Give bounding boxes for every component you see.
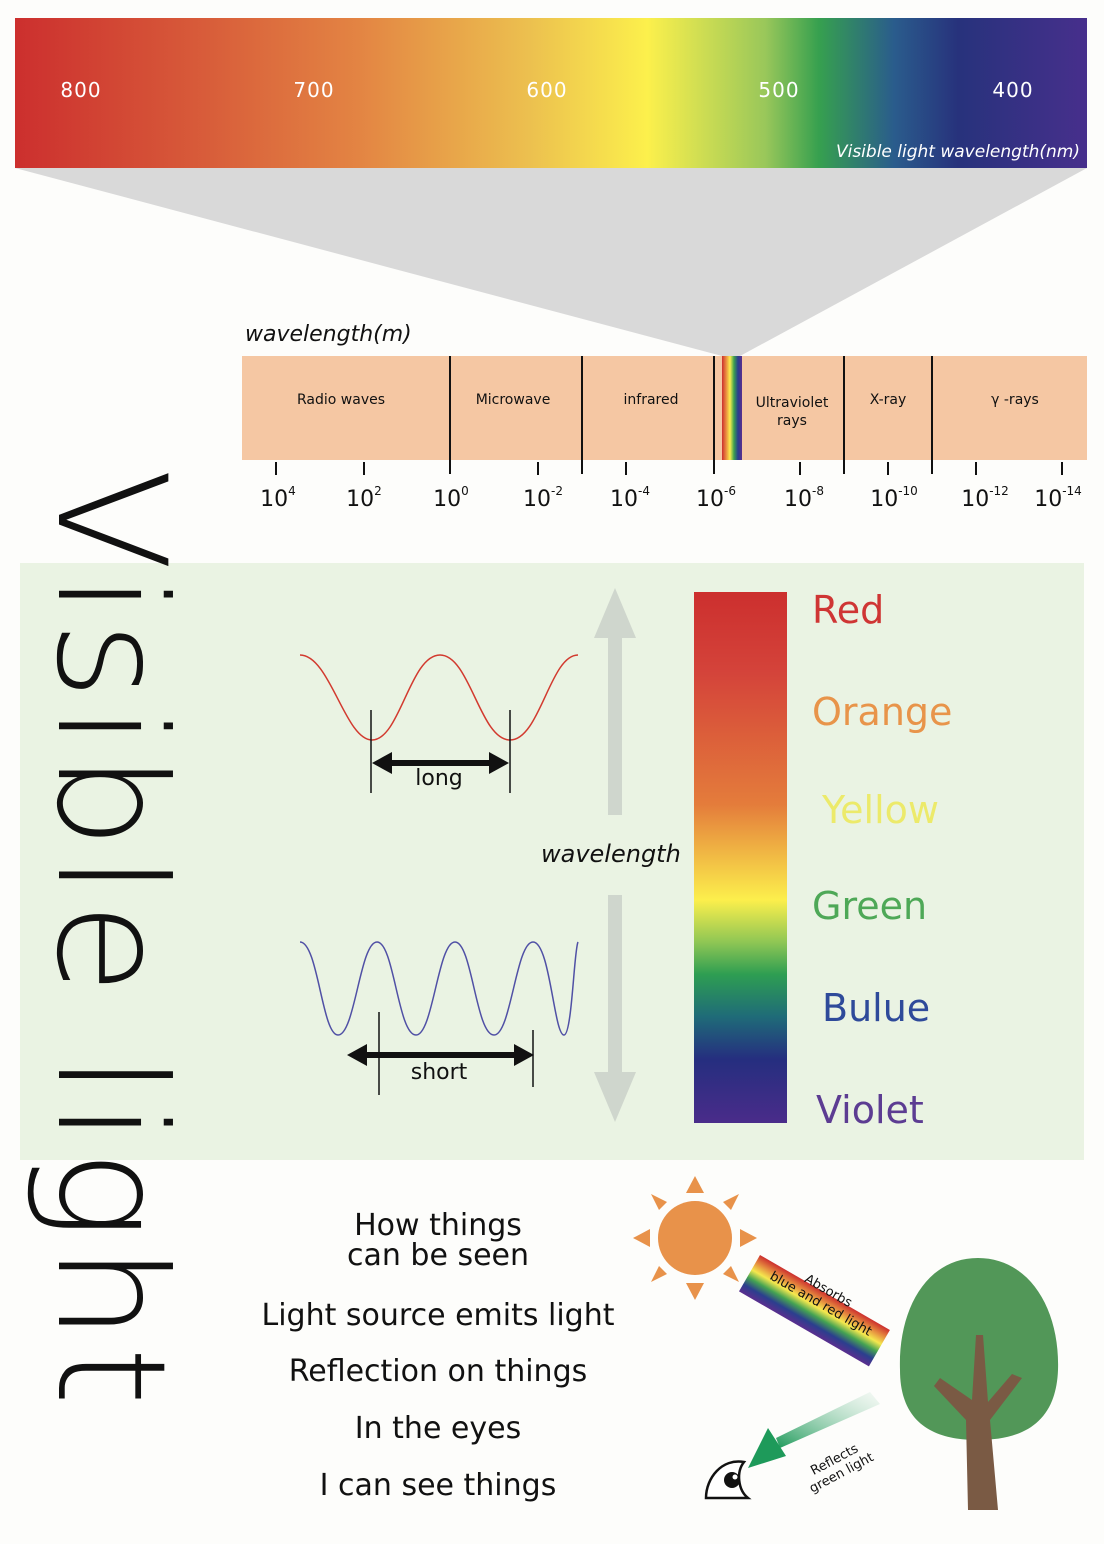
step-4: I can see things: [319, 1468, 557, 1503]
sun-icon: [633, 1176, 757, 1300]
how-heading-1: How things: [354, 1208, 522, 1243]
short-wave: [299, 941, 579, 1036]
band-divider: [931, 356, 933, 474]
tree-icon: [899, 1258, 1059, 1510]
axis-tick: [1061, 462, 1063, 475]
axis-tick: [799, 462, 801, 475]
long-label: long: [415, 766, 463, 791]
visible-wavelength-label: Visible light wavelength(nm): [835, 142, 1080, 162]
exp-label-m4: 10-4: [610, 484, 650, 512]
color-orange: Orange: [812, 690, 953, 734]
band-divider: [449, 356, 451, 474]
exp-label-2: 102: [346, 484, 382, 512]
axis-tick: [625, 462, 627, 475]
band-microwave: Microwave: [475, 392, 551, 408]
wavelength-color-panel: [20, 563, 1084, 1160]
wavelength-axis-title: wavelength(m): [245, 322, 412, 347]
color-violet: Violet: [816, 1088, 924, 1132]
visible-tick-500: 500: [758, 78, 800, 102]
em-band-strip: [242, 356, 1087, 460]
visible-tick-600: 600: [526, 78, 568, 102]
exp-label-m6: 10-6: [696, 484, 736, 512]
axis-tick: [275, 462, 277, 475]
step-2: Reflection on things: [288, 1354, 588, 1389]
band-infrared: infrared: [623, 392, 679, 408]
color-green: Green: [812, 884, 928, 928]
color-blue: Bulue: [822, 986, 931, 1030]
long-wave: [299, 654, 579, 741]
axis-tick: [363, 462, 365, 475]
exp-label-4: 104: [260, 484, 296, 512]
band-gamma: γ -rays: [991, 392, 1039, 408]
eye-icon: [704, 1460, 752, 1500]
wavelength-center-label: wavelength: [541, 840, 681, 868]
visible-tick-400: 400: [992, 78, 1034, 102]
band-radio: Radio waves: [296, 392, 386, 408]
exp-label-m8: 10-8: [784, 484, 824, 512]
color-red: Red: [812, 588, 885, 632]
exp-label-m14: 10-14: [1034, 484, 1082, 512]
zoom-funnel: [15, 168, 1087, 356]
how-heading-2: can be seen: [346, 1238, 530, 1273]
band-divider: [713, 356, 715, 474]
band-divider: [581, 356, 583, 474]
band-divider: [843, 356, 845, 474]
color-yellow: Yellow: [822, 788, 939, 832]
band-ultraviolet: Ultraviolet rays: [755, 395, 829, 429]
light-beam-icon: [739, 1255, 890, 1367]
visible-spectrum-bar: [15, 18, 1087, 168]
short-label: short: [410, 1060, 468, 1085]
exp-label-m10: 10-10: [870, 484, 918, 512]
axis-tick: [975, 462, 977, 475]
step-3: In the eyes: [354, 1411, 522, 1446]
visible-tick-700: 700: [293, 78, 335, 102]
axis-tick: [537, 462, 539, 475]
exp-label-m12: 10-12: [961, 484, 1009, 512]
axis-tick: [887, 462, 889, 475]
visible-slice: [722, 356, 742, 460]
color-gradient-bar: [694, 592, 787, 1123]
band-xray: X-ray: [869, 392, 907, 408]
step-1: Light source emits light: [261, 1298, 615, 1333]
reflection-arrow-icon: [748, 1392, 880, 1468]
exp-label-0: 100: [433, 484, 469, 512]
exp-label-m2: 10-2: [523, 484, 563, 512]
visible-tick-800: 800: [60, 78, 102, 102]
